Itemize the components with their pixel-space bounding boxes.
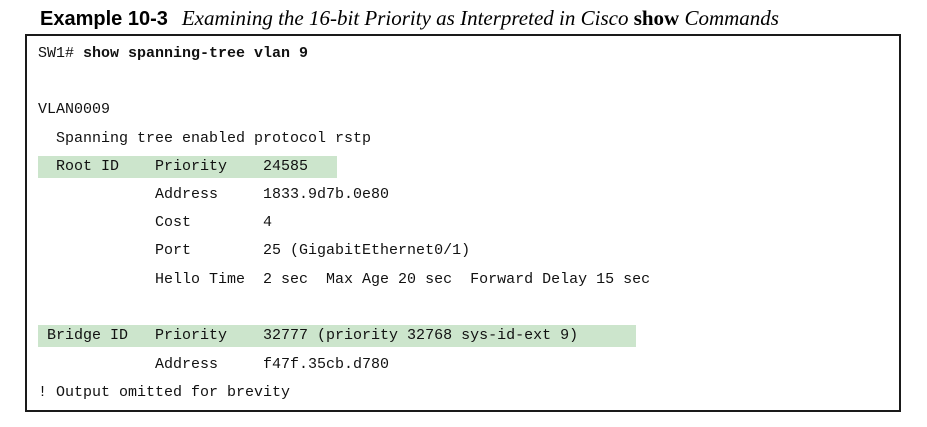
protocol-line: Spanning tree enabled protocol rstp [38,130,372,147]
example-caption: Example 10-3 Examining the 16-bit Priorit… [40,4,779,32]
root-port-line: Port 25 (GigabitEthernet0/1) [38,242,471,259]
cli-output-box [25,34,901,412]
title-command-word: show [633,6,680,30]
root-id-line: Root ID Priority 24585 [38,158,309,175]
output-omitted-line: ! Output omitted for brevity [38,384,291,401]
cli-command: show spanning-tree vlan 9 [83,45,309,62]
command-line: SW1# show spanning-tree vlan 9 [38,43,308,65]
example-label: Example 10-3 [40,8,168,30]
bridge-address-line: Address f47f.35cb.d780 [38,356,390,373]
vlan-line: VLAN0009 [38,101,111,118]
example-title: Examining the 16-bit Priority as Interpr… [182,6,779,30]
root-hello-line: Hello Time 2 sec Max Age 20 sec Forward … [38,271,651,288]
root-id-highlight [38,156,337,178]
title-text-post: Commands [679,6,779,30]
root-cost-line: Cost 4 [38,214,273,231]
bridge-id-line: Bridge ID Priority 32777 (priority 32768… [38,327,579,344]
root-address-line: Address 1833.9d7b.0e80 [38,186,390,203]
title-text-pre: Examining the 16-bit Priority as Interpr… [181,6,634,30]
bridge-id-highlight [38,325,636,347]
cli-prompt: SW1# [38,45,84,62]
